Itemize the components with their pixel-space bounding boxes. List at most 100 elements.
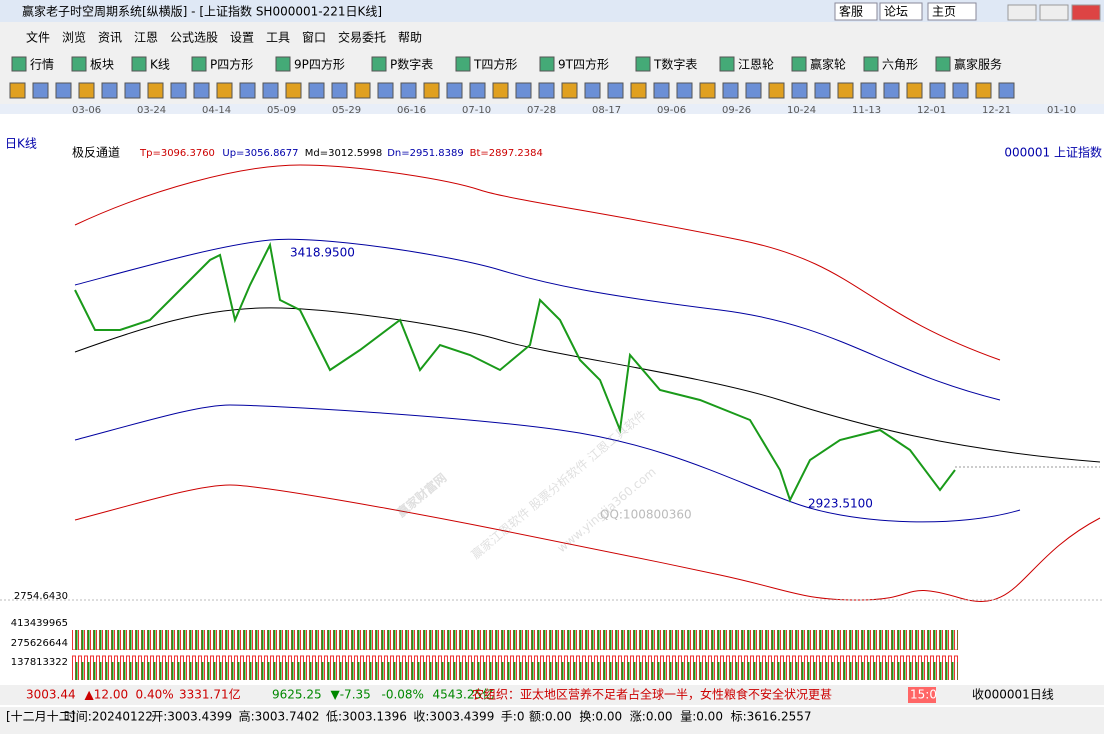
index-quote: -0.08% <box>382 688 424 702</box>
tool-icon[interactable] <box>170 82 187 99</box>
toolbar-item[interactable]: P四方形 <box>210 57 253 72</box>
title-button[interactable] <box>834 2 878 21</box>
menu-item[interactable]: 浏览 <box>62 30 86 45</box>
toolbar-item[interactable]: 9T四方形 <box>558 57 609 72</box>
title-button[interactable] <box>927 2 977 21</box>
menu-item[interactable]: 资讯 <box>98 31 122 45</box>
high-annotation: 3418.9500 <box>290 246 355 260</box>
date-label: 12-01 <box>917 105 946 116</box>
tool-icon[interactable] <box>9 82 26 99</box>
tool-icon[interactable] <box>699 82 716 99</box>
minimize[interactable] <box>1007 4 1037 21</box>
title-button-label[interactable]: 主页 <box>932 5 956 19</box>
status-right: 收000001日线 <box>972 688 1054 702</box>
tool-icon <box>71 56 87 72</box>
tool-icon[interactable] <box>216 82 233 99</box>
tool-icon <box>539 56 555 72</box>
middle-band <box>74 307 1101 463</box>
tool-icon[interactable] <box>78 82 95 99</box>
title-button[interactable] <box>879 2 923 21</box>
watermark-qq: QQ:100800360 <box>600 508 692 522</box>
toolbar-item[interactable]: 9P四方形 <box>294 57 345 72</box>
date-label: 05-29 <box>332 105 361 116</box>
tool-icon[interactable] <box>952 82 969 99</box>
date-label: 04-14 <box>202 105 231 116</box>
toolbar-item[interactable]: T数字表 <box>653 57 697 72</box>
tool-icon[interactable] <box>630 82 647 99</box>
tool-icon[interactable] <box>768 82 785 99</box>
tool-icon[interactable] <box>515 82 532 99</box>
tool-icon[interactable] <box>837 82 854 99</box>
tool-icon[interactable] <box>584 82 601 99</box>
tool-icon[interactable] <box>239 82 256 99</box>
tool-icon[interactable] <box>906 82 923 99</box>
tool-icon[interactable] <box>745 82 762 99</box>
tool-icon[interactable] <box>814 82 831 99</box>
title-button-label[interactable]: 客服 <box>839 4 863 19</box>
tool-icon[interactable] <box>883 82 900 99</box>
tool-icon <box>131 56 147 72</box>
menu-item[interactable]: 江恩 <box>134 31 158 45</box>
maximize[interactable] <box>1039 4 1069 21</box>
toolbar-item[interactable]: 赢家轮 <box>810 57 846 72</box>
tool-icon[interactable] <box>653 82 670 99</box>
tool-icon[interactable] <box>262 82 279 99</box>
tool-icon[interactable] <box>285 82 302 99</box>
date-label: 09-06 <box>657 105 686 116</box>
toolbar-item[interactable]: T四方形 <box>473 57 517 72</box>
tool-icon[interactable] <box>929 82 946 99</box>
menu-item[interactable]: 设置 <box>230 31 254 45</box>
bottom-band <box>74 484 1101 602</box>
date-label: 06-16 <box>397 105 426 116</box>
tool-icon[interactable] <box>791 82 808 99</box>
toolbar-item[interactable]: P数字表 <box>390 57 433 72</box>
tool-icon[interactable] <box>331 82 348 99</box>
info-field: 额:0.00 <box>529 710 572 724</box>
tool-icon <box>791 56 807 72</box>
tool-icon[interactable] <box>975 82 992 99</box>
tool-icon[interactable] <box>124 82 141 99</box>
time-box <box>908 687 936 703</box>
menu-item[interactable]: 交易委托 <box>338 30 386 45</box>
menu-item[interactable]: 工具 <box>266 31 290 45</box>
tool-icon <box>635 56 651 72</box>
tool-icon[interactable] <box>607 82 624 99</box>
tool-icon[interactable] <box>193 82 210 99</box>
date-label: 11-13 <box>852 105 881 116</box>
toolbar-item[interactable]: 江恩轮 <box>738 58 774 72</box>
toolbar-item[interactable]: K线 <box>150 58 170 72</box>
tool-icon[interactable] <box>423 82 440 99</box>
tool-icon[interactable] <box>101 82 118 99</box>
tool-icon[interactable] <box>676 82 693 99</box>
tool-icon[interactable] <box>998 82 1015 99</box>
tool-icon[interactable] <box>469 82 486 99</box>
date-label: 09-26 <box>722 105 751 116</box>
tool-icon[interactable] <box>400 82 417 99</box>
toolbar-item[interactable]: 板块 <box>90 58 114 72</box>
tool-icon[interactable] <box>55 82 72 99</box>
toolbar-item[interactable]: 赢家服务 <box>954 57 1002 72</box>
tool-icon[interactable] <box>354 82 371 99</box>
tool-icon[interactable] <box>538 82 555 99</box>
menu-item[interactable]: 窗口 <box>302 31 326 45</box>
menu-item[interactable]: 公式选股 <box>170 31 218 45</box>
tool-icon <box>371 56 387 72</box>
tool-icon[interactable] <box>308 82 325 99</box>
tool-icon[interactable] <box>147 82 164 99</box>
channel <box>74 164 1101 602</box>
tool-icon[interactable] <box>32 82 49 99</box>
menu-item[interactable]: 帮助 <box>398 31 422 45</box>
tool-icon[interactable] <box>492 82 509 99</box>
tool-icon[interactable] <box>860 82 877 99</box>
toolbar-item[interactable]: 六角形 <box>882 58 918 72</box>
tool-icon[interactable] <box>446 82 463 99</box>
close[interactable] <box>1071 4 1101 21</box>
tool-icon[interactable] <box>561 82 578 99</box>
menu-item[interactable]: 文件 <box>26 30 50 45</box>
title-button-label[interactable]: 论坛 <box>884 5 908 19</box>
symbol-label: 000001 上证指数 <box>1004 145 1102 160</box>
tool-icon[interactable] <box>377 82 394 99</box>
toolbar-item[interactable]: 行情 <box>30 58 54 72</box>
tool-icon[interactable] <box>722 82 739 99</box>
